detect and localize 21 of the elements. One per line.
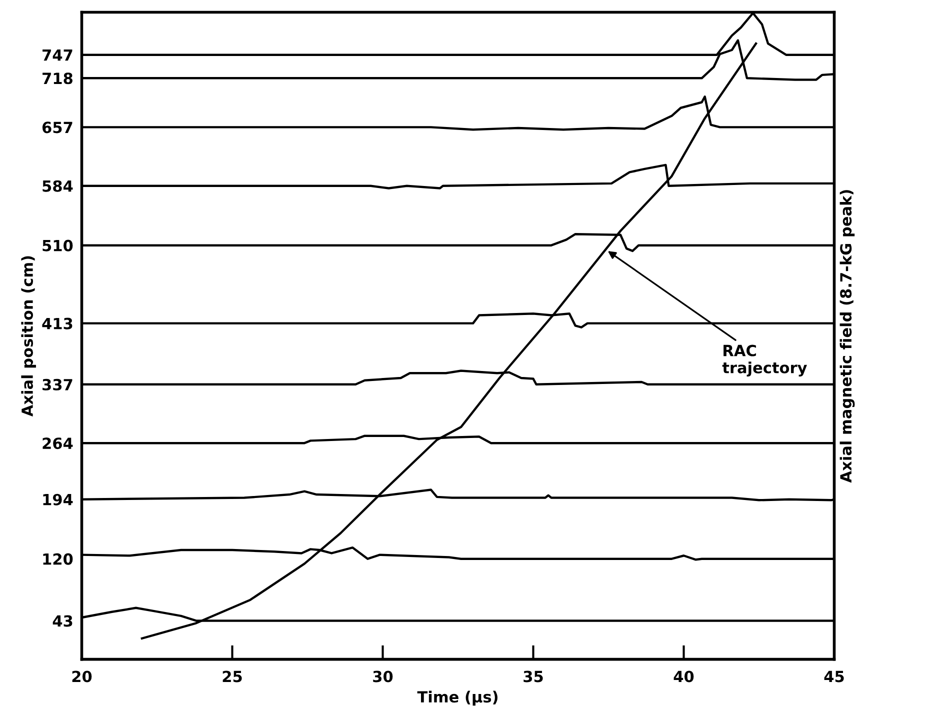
y2-axis-title: Axial magnetic field (8.7-kG peak) <box>840 190 855 483</box>
x-tick-label: 40 <box>674 670 694 682</box>
y-tick-label: 747 <box>42 49 72 61</box>
x-tick-label: 45 <box>824 670 844 682</box>
y-tick-label: 510 <box>42 240 73 252</box>
x-tick-label: 35 <box>524 670 543 682</box>
y-axis-title: Axial position (cm) <box>21 256 36 417</box>
y-tick-label: 120 <box>43 553 73 565</box>
x-tick-label: 25 <box>222 670 242 682</box>
annotation: RAC trajectory <box>722 344 807 376</box>
x-tick-label: 30 <box>373 670 393 682</box>
x-tick-label: 20 <box>72 670 92 682</box>
y-tick-label: 413 <box>42 318 72 330</box>
y-tick-label: 43 <box>52 615 72 627</box>
y-tick-label: 194 <box>43 494 73 506</box>
x-axis-title: Time (µs) <box>417 690 498 706</box>
y-tick-label: 264 <box>42 438 73 450</box>
y-tick-label: 584 <box>42 180 73 192</box>
y-tick-label: 337 <box>42 378 72 390</box>
y-tick-label: 657 <box>42 122 72 134</box>
y-tick-label: 718 <box>42 72 72 84</box>
